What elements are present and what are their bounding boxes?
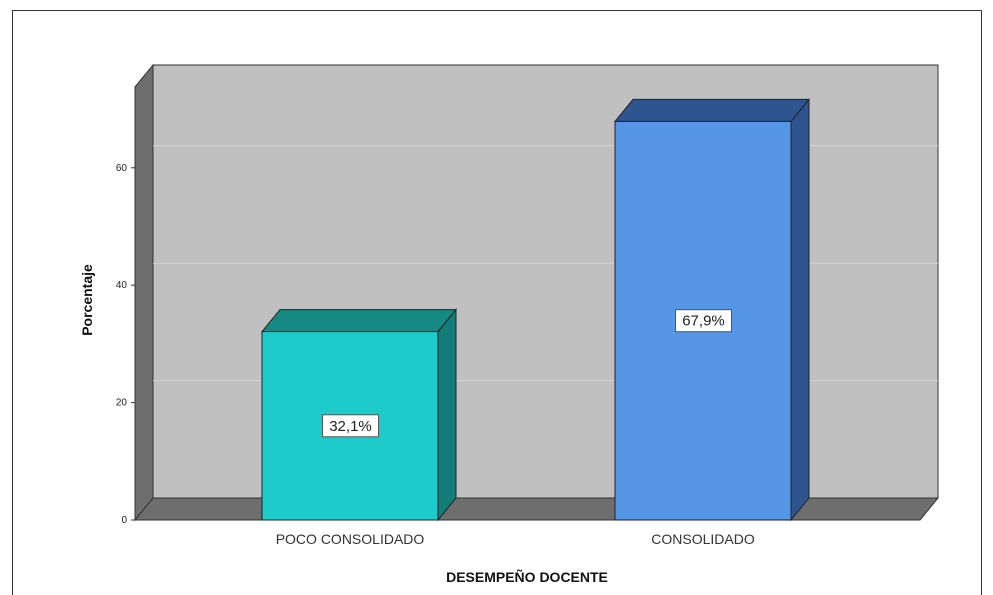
data-label-box [675, 309, 732, 333]
bar-top-face [260, 309, 458, 333]
bar-2: 67,9% [613, 98, 811, 522]
data-label: 67,9% [682, 313, 725, 330]
bar-1: 32,1% [260, 308, 458, 522]
y-tick-label-0: 0 [121, 515, 127, 526]
x-tick-label-2: CONSOLIDADO [651, 531, 755, 547]
chart-floor [133, 497, 940, 521]
y-axis-title: Porcentaje [79, 264, 95, 336]
data-label: 32,1% [329, 418, 372, 435]
x-tick-label-1: POCO CONSOLIDADO [276, 531, 425, 547]
x-axis-title: DESEMPEÑO DOCENTE [446, 568, 608, 585]
chart-bars: 32,1% 67,9% [260, 98, 811, 522]
bar-side-face [790, 98, 810, 522]
y-tick-label-40: 40 [116, 280, 128, 291]
bar-top-face [613, 98, 811, 122]
y-axis: 0 20 40 60 [116, 163, 135, 526]
bar-side-face [437, 308, 457, 522]
left-wall [134, 63, 154, 522]
data-label-box [322, 414, 379, 438]
x-axis: POCO CONSOLIDADO CONSOLIDADO [276, 531, 755, 547]
y-tick-label-20: 20 [116, 398, 128, 409]
y-tick-label-60: 60 [116, 163, 128, 174]
chart-walls [133, 63, 940, 522]
